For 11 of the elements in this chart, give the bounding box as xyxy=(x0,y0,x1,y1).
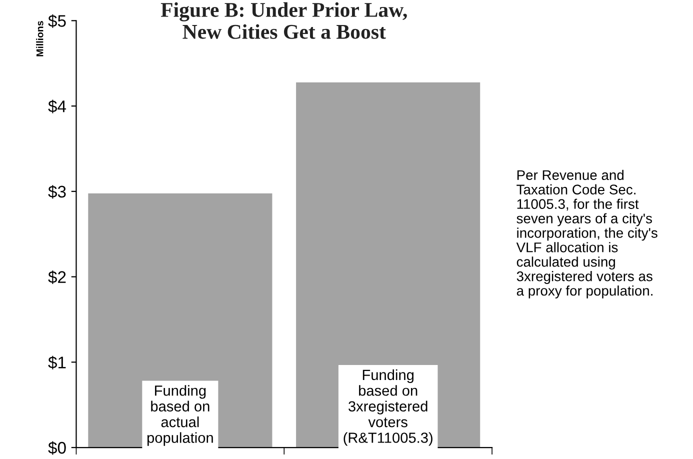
y-tick-label: $5 xyxy=(48,14,66,28)
y-tick-label: $3 xyxy=(48,185,66,199)
y-tick-label: $4 xyxy=(48,100,66,114)
x-tick-label: Funding based on 3xregistered voters (R&T11005.3) xyxy=(344,369,432,446)
y-tick-label: $2 xyxy=(48,270,66,284)
y-tick-label: $0 xyxy=(48,441,66,455)
text: Per Revenue and Taxation Code Sec. 11005.3, for the first seven years of a city's incorporation, the city's VLF allocation is calculated using 3xregistered voters as a proxy for population. xyxy=(516,170,658,298)
chart-title: Figure B: Under Prior Law, New Cities Get a Boost xyxy=(160,2,407,39)
x-tick-label: Funding based on actual population xyxy=(147,385,213,446)
y-tick-label: $1 xyxy=(48,356,66,370)
y-axis-title: Millions xyxy=(36,21,44,56)
